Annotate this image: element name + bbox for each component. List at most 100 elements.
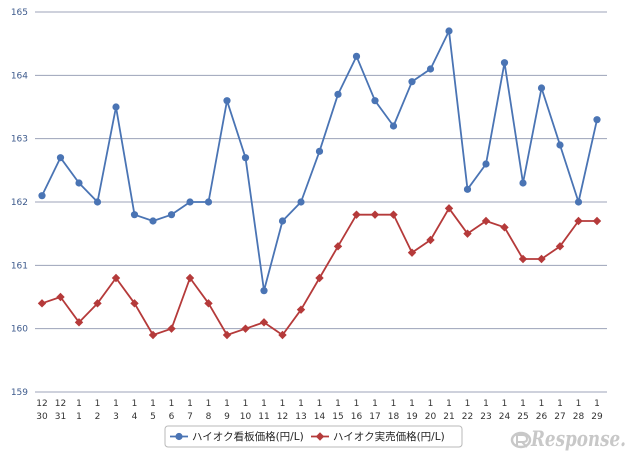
data-point bbox=[574, 198, 583, 206]
y-tick-label: 165 bbox=[11, 8, 28, 18]
x-tick-day: 9 bbox=[224, 412, 230, 422]
data-point bbox=[481, 216, 491, 226]
x-tick-day: 25 bbox=[517, 412, 528, 422]
watermark: Response. bbox=[510, 426, 626, 451]
circle-marker-icon bbox=[175, 432, 183, 441]
x-tick-day: 20 bbox=[425, 412, 437, 422]
data-point bbox=[222, 330, 232, 340]
x-tick-month: 1 bbox=[409, 399, 415, 409]
data-point bbox=[333, 242, 343, 251]
x-tick-day: 4 bbox=[132, 412, 138, 422]
data-point bbox=[482, 160, 490, 168]
data-point bbox=[352, 210, 361, 219]
x-tick-day: 8 bbox=[206, 412, 212, 422]
x-tick-month: 1 bbox=[206, 399, 212, 409]
x-tick-month: 1 bbox=[502, 399, 508, 409]
x-tick-day: 6 bbox=[169, 412, 175, 422]
x-tick-day: 24 bbox=[499, 412, 511, 422]
data-point bbox=[593, 116, 601, 124]
x-tick-month: 1 bbox=[372, 399, 378, 409]
data-point bbox=[556, 141, 564, 149]
y-tick-label: 163 bbox=[11, 135, 28, 145]
legend-label: ハイオク看板価格(円/L) bbox=[192, 430, 304, 443]
y-axis-ticks: 159 160 161 162 163 164 165 bbox=[11, 8, 28, 398]
data-point bbox=[315, 147, 324, 155]
data-point bbox=[204, 299, 213, 308]
data-point bbox=[315, 273, 324, 283]
x-tick-day: 12 bbox=[277, 412, 288, 422]
data-point bbox=[519, 179, 527, 187]
x-tick-month: 1 bbox=[95, 399, 101, 409]
x-tick-month: 1 bbox=[243, 399, 249, 409]
data-point bbox=[259, 318, 269, 327]
data-point bbox=[518, 254, 528, 264]
x-tick-month: 1 bbox=[428, 399, 434, 409]
series-line bbox=[41, 30, 598, 292]
data-point bbox=[260, 287, 268, 295]
x-tick-day: 27 bbox=[554, 412, 565, 422]
x-tick-day: 21 bbox=[443, 412, 454, 422]
x-tick-day: 14 bbox=[314, 412, 326, 422]
legend-item-2: ハイオク実売価格(円/L) bbox=[311, 430, 445, 443]
x-tick-month: 1 bbox=[391, 399, 397, 409]
data-point bbox=[592, 216, 602, 226]
data-point bbox=[278, 217, 287, 225]
data-point bbox=[112, 103, 120, 111]
data-point bbox=[56, 292, 65, 302]
data-point bbox=[370, 210, 380, 219]
x-tick-month: 1 bbox=[354, 399, 360, 409]
data-point bbox=[445, 27, 453, 35]
data-point bbox=[37, 299, 47, 308]
data-point bbox=[371, 97, 379, 105]
x-tick-day: 16 bbox=[351, 412, 363, 422]
series-1 bbox=[38, 27, 601, 295]
x-tick-month: 1 bbox=[483, 399, 489, 409]
data-point bbox=[185, 273, 195, 283]
x-tick-month: 1 bbox=[261, 399, 267, 409]
x-tick-month: 1 bbox=[576, 399, 582, 409]
x-tick-day: 23 bbox=[480, 412, 491, 422]
data-point bbox=[334, 90, 342, 98]
data-point bbox=[426, 235, 435, 245]
x-tick-day: 11 bbox=[258, 412, 269, 422]
data-point bbox=[278, 330, 287, 340]
y-tick-label: 160 bbox=[11, 325, 28, 335]
data-point bbox=[130, 211, 139, 219]
y-tick-label: 162 bbox=[11, 198, 28, 208]
data-point bbox=[167, 324, 176, 333]
x-tick-month: 1 bbox=[187, 399, 193, 409]
x-tick-month: 1 bbox=[280, 399, 286, 409]
data-point bbox=[149, 217, 157, 225]
x-tick-month: 1 bbox=[317, 399, 323, 409]
series-layer bbox=[37, 27, 602, 340]
x-tick-month: 1 bbox=[76, 399, 82, 409]
y-tick-label: 159 bbox=[11, 388, 28, 398]
data-point bbox=[93, 198, 102, 206]
x-tick-day: 5 bbox=[150, 412, 156, 422]
x-tick-month: 1 bbox=[113, 399, 119, 409]
data-point bbox=[407, 248, 417, 257]
data-point bbox=[297, 198, 305, 206]
x-tick-month: 1 bbox=[335, 399, 341, 409]
x-tick-month: 12 bbox=[55, 399, 66, 409]
y-tick-label: 161 bbox=[11, 261, 28, 271]
x-tick-day: 15 bbox=[332, 412, 343, 422]
x-tick-month: 1 bbox=[298, 399, 304, 409]
series-line bbox=[41, 207, 597, 336]
gridlines bbox=[35, 11, 607, 393]
x-tick-day: 22 bbox=[462, 412, 473, 422]
x-axis-ticks: 1230123111121314151617181911011111211311… bbox=[36, 399, 603, 422]
x-tick-day: 1 bbox=[76, 412, 82, 422]
data-point bbox=[38, 192, 46, 200]
x-tick-month: 1 bbox=[465, 399, 471, 409]
legend-label: ハイオク実売価格(円/L) bbox=[333, 430, 445, 443]
data-point bbox=[75, 179, 83, 187]
x-tick-day: 3 bbox=[113, 412, 119, 422]
data-point bbox=[352, 52, 361, 60]
data-point bbox=[537, 254, 546, 264]
data-point bbox=[537, 84, 546, 92]
x-tick-month: 1 bbox=[446, 399, 452, 409]
data-point bbox=[500, 59, 509, 67]
data-point bbox=[148, 330, 158, 340]
